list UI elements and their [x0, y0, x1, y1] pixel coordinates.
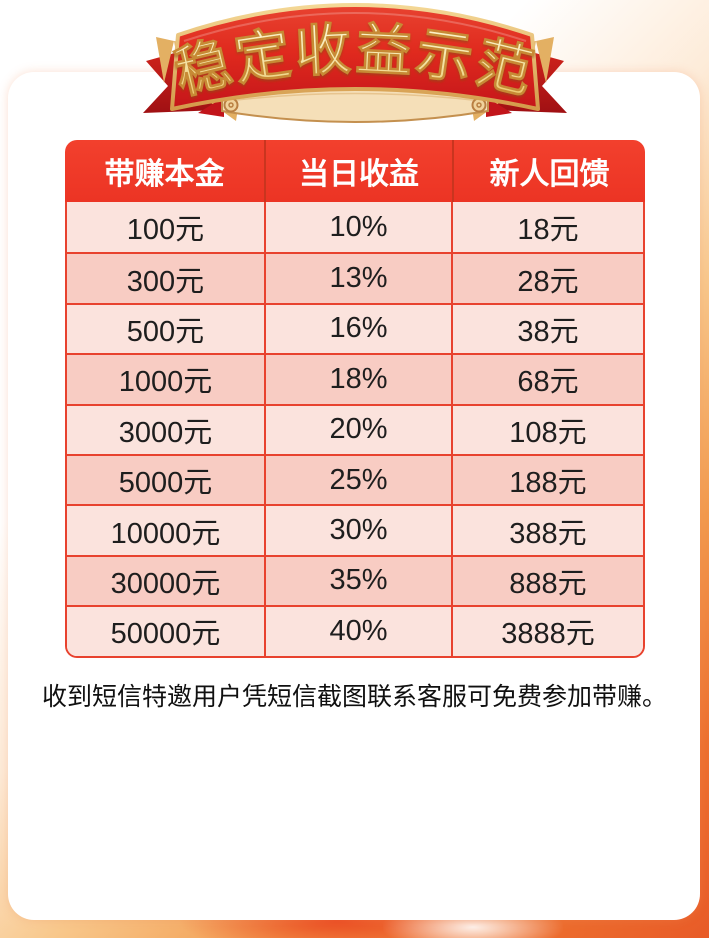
column-header-principal: 带赚本金: [104, 158, 225, 191]
table-row: 100元 10% 18元: [67, 202, 643, 253]
cell-newcomer-reward: 188元: [451, 455, 643, 505]
cell-newcomer-reward: 888元: [451, 556, 643, 606]
footer-note: 收到短信特邀用户凭短信截图联系客服可免费参加带赚。: [41, 683, 667, 711]
cell-newcomer-reward: 28元: [451, 254, 643, 303]
cell-daily-return: 10%: [264, 202, 451, 253]
cell-daily-return: 30%: [264, 506, 451, 555]
cell-newcomer-reward: 3888元: [451, 607, 643, 656]
cell-daily-return: 18%: [264, 355, 451, 404]
cell-principal: 30000元: [110, 567, 221, 600]
cell-principal: 10000元: [110, 517, 221, 550]
cell-newcomer-reward: 68元: [451, 355, 643, 404]
cell-principal: 1000元: [118, 366, 213, 399]
table-row: 50000元 40% 3888元: [67, 605, 643, 656]
cell-daily-return: 40%: [264, 607, 451, 656]
cell-newcomer-reward: 18元: [451, 202, 643, 253]
banner-ribbon: 稳定收益示范: [143, 3, 567, 123]
table-row: 300元 13% 28元: [67, 252, 643, 303]
cell-principal: 100元: [126, 214, 205, 247]
table-body: 100元 10% 18元 300元 13% 28元 500元 16% 38元 1…: [65, 202, 645, 658]
cell-principal: 500元: [126, 315, 205, 348]
cell-principal: 5000元: [118, 467, 213, 500]
column-header-newcomer-reward: 新人回馈: [452, 140, 645, 202]
table-row: 30000元 35% 888元: [67, 554, 643, 606]
cell-newcomer-reward: 38元: [451, 304, 643, 354]
table-row: 3000元 20% 108元: [67, 403, 643, 454]
cell-newcomer-reward: 388元: [451, 506, 643, 555]
table-row: 500元 16% 38元: [67, 302, 643, 354]
table-row: 5000元 25% 188元: [67, 453, 643, 505]
cell-daily-return: 16%: [264, 304, 451, 354]
table-row: 10000元 30% 388元: [67, 504, 643, 555]
cell-daily-return: 20%: [264, 405, 451, 454]
table-row: 1000元 18% 68元: [67, 353, 643, 404]
table-header-row: 带赚本金 当日收益 新人回馈: [65, 140, 645, 202]
cell-principal: 50000元: [110, 618, 221, 651]
cell-daily-return: 25%: [264, 455, 451, 505]
cell-principal: 300元: [126, 265, 205, 298]
cell-daily-return: 35%: [264, 556, 451, 606]
cell-principal: 3000元: [118, 416, 213, 449]
banner-panel: [170, 3, 540, 111]
column-header-daily-return: 当日收益: [264, 140, 452, 202]
earnings-table: 带赚本金 当日收益 新人回馈 100元 10% 18元 300元 13% 28元…: [65, 140, 645, 658]
cell-newcomer-reward: 108元: [451, 405, 643, 454]
cell-daily-return: 13%: [264, 254, 451, 303]
